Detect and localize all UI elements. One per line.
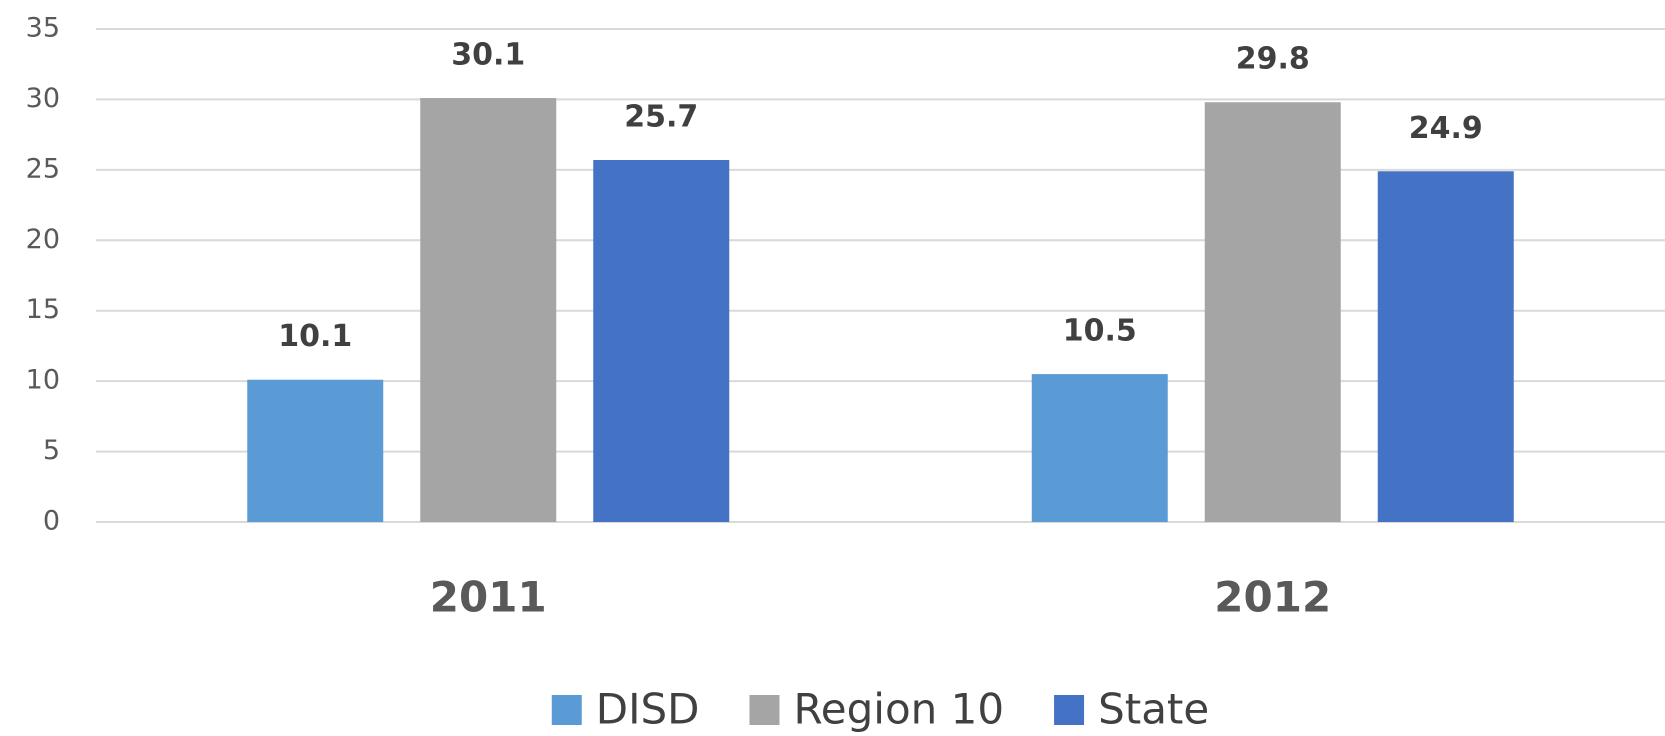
bar [593, 159, 730, 523]
data-label: 29.8 [1236, 42, 1310, 77]
y-tick-label: 0 [43, 506, 60, 537]
legend-label: Region 10 [793, 685, 1004, 734]
bar [1031, 374, 1168, 522]
x-tick-label: 2011 [430, 573, 547, 622]
legend-swatch [749, 695, 780, 725]
y-tick-label: 15 [26, 294, 60, 325]
data-label: 10.1 [278, 319, 352, 354]
y-tick-label: 25 [26, 153, 60, 184]
y-tick-label: 5 [43, 435, 60, 466]
data-label: 10.5 [1063, 314, 1137, 349]
bar [247, 379, 384, 522]
y-tick-label: 10 [26, 365, 60, 396]
bar [1377, 171, 1514, 522]
bar [420, 98, 557, 523]
legend-label: State [1098, 685, 1209, 734]
legend-label: DISD [596, 685, 700, 734]
data-label: 25.7 [624, 99, 698, 134]
legend: DISD Region 10 State [551, 685, 1209, 734]
data-label: 24.9 [1409, 111, 1483, 146]
y-tick-label: 35 [26, 13, 60, 44]
legend-swatch [551, 695, 582, 725]
legend-swatch [1054, 695, 1085, 725]
x-tick-label: 2012 [1214, 573, 1331, 622]
y-tick-label: 30 [26, 83, 60, 114]
bar [1204, 102, 1341, 522]
y-tick-label: 20 [26, 224, 60, 255]
data-label: 30.1 [451, 38, 525, 73]
